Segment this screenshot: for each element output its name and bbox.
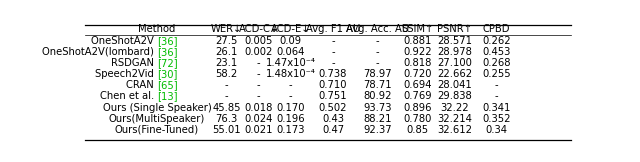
Text: 32.214: 32.214 xyxy=(437,114,472,124)
Text: 0.34: 0.34 xyxy=(486,125,508,135)
Text: -: - xyxy=(331,36,335,46)
Text: -: - xyxy=(331,58,335,68)
Text: RSDGAN: RSDGAN xyxy=(111,58,157,68)
Text: 55.01: 55.01 xyxy=(212,125,241,135)
Text: 28.041: 28.041 xyxy=(437,80,472,90)
Text: Ours(Fine-Tuned): Ours(Fine-Tuned) xyxy=(115,125,199,135)
Text: 0.255: 0.255 xyxy=(483,69,511,79)
Text: 0.262: 0.262 xyxy=(483,36,511,46)
Text: 32.612: 32.612 xyxy=(437,125,472,135)
Text: -: - xyxy=(257,80,260,90)
Text: 80.92: 80.92 xyxy=(364,92,392,101)
Text: 0.268: 0.268 xyxy=(483,58,511,68)
Text: -: - xyxy=(376,47,380,57)
Text: PSNR↑: PSNR↑ xyxy=(437,24,472,35)
Text: 28.571: 28.571 xyxy=(437,36,472,46)
Text: Chen et al.: Chen et al. xyxy=(99,92,157,101)
Text: 0.170: 0.170 xyxy=(276,103,305,113)
Text: -: - xyxy=(257,69,260,79)
Text: -: - xyxy=(495,92,499,101)
Text: 0.021: 0.021 xyxy=(244,125,273,135)
Text: 0.720: 0.720 xyxy=(403,69,431,79)
Text: 0.818: 0.818 xyxy=(403,58,431,68)
Text: [36]: [36] xyxy=(157,47,177,57)
Text: ACD-C↓: ACD-C↓ xyxy=(239,24,278,35)
Text: 76.3: 76.3 xyxy=(215,114,237,124)
Text: OneShotA2V: OneShotA2V xyxy=(91,36,157,46)
Text: SSIM↑: SSIM↑ xyxy=(401,24,433,35)
Text: CPBD: CPBD xyxy=(483,24,510,35)
Text: 0.922: 0.922 xyxy=(403,47,431,57)
Text: 0.738: 0.738 xyxy=(319,69,347,79)
Text: 22.662: 22.662 xyxy=(437,69,472,79)
Text: 29.838: 29.838 xyxy=(437,92,472,101)
Text: 28.978: 28.978 xyxy=(437,47,472,57)
Text: 0.341: 0.341 xyxy=(483,103,511,113)
Text: Ours(MultiSpeaker): Ours(MultiSpeaker) xyxy=(109,114,205,124)
Text: 0.47: 0.47 xyxy=(322,125,344,135)
Text: Method: Method xyxy=(138,24,175,35)
Text: -: - xyxy=(331,47,335,57)
Text: -: - xyxy=(257,58,260,68)
Text: 27.100: 27.100 xyxy=(437,58,472,68)
Text: 93.73: 93.73 xyxy=(364,103,392,113)
Text: 1.47x10⁻⁴: 1.47x10⁻⁴ xyxy=(266,58,316,68)
Text: 88.21: 88.21 xyxy=(364,114,392,124)
Text: Avg. Acc. AU: Avg. Acc. AU xyxy=(346,24,409,35)
Text: WER↓: WER↓ xyxy=(211,24,242,35)
Text: 0.352: 0.352 xyxy=(483,114,511,124)
Text: [36]: [36] xyxy=(157,36,177,46)
Text: -: - xyxy=(376,36,380,46)
Text: [65]: [65] xyxy=(157,80,177,90)
Text: [30]: [30] xyxy=(157,69,177,79)
Text: -: - xyxy=(376,58,380,68)
Text: -: - xyxy=(289,92,292,101)
Text: 0.694: 0.694 xyxy=(403,80,431,90)
Text: 0.769: 0.769 xyxy=(403,92,431,101)
Text: 0.43: 0.43 xyxy=(322,114,344,124)
Text: [72]: [72] xyxy=(157,58,177,68)
Text: 0.881: 0.881 xyxy=(403,36,431,46)
Text: -: - xyxy=(225,92,228,101)
Text: 0.85: 0.85 xyxy=(406,125,428,135)
Text: 0.196: 0.196 xyxy=(276,114,305,124)
Text: Speech2Vid: Speech2Vid xyxy=(95,69,157,79)
Text: 0.710: 0.710 xyxy=(319,80,348,90)
Text: 45.85: 45.85 xyxy=(212,103,241,113)
Text: 0.024: 0.024 xyxy=(244,114,273,124)
Text: -: - xyxy=(257,92,260,101)
Text: 0.018: 0.018 xyxy=(244,103,273,113)
Text: 0.751: 0.751 xyxy=(319,92,348,101)
Text: 0.173: 0.173 xyxy=(276,125,305,135)
Text: 27.5: 27.5 xyxy=(215,36,237,46)
Text: -: - xyxy=(225,80,228,90)
Text: ACD-E↓: ACD-E↓ xyxy=(271,24,310,35)
Text: 0.502: 0.502 xyxy=(319,103,348,113)
Text: 78.97: 78.97 xyxy=(364,69,392,79)
Text: 1.48x10⁻⁴: 1.48x10⁻⁴ xyxy=(266,69,316,79)
Text: 0.005: 0.005 xyxy=(244,36,273,46)
Text: CRAN: CRAN xyxy=(126,80,157,90)
Text: 58.2: 58.2 xyxy=(215,69,237,79)
Text: [13]: [13] xyxy=(157,92,177,101)
Text: 0.002: 0.002 xyxy=(244,47,273,57)
Text: 32.22: 32.22 xyxy=(440,103,468,113)
Text: 26.1: 26.1 xyxy=(215,47,237,57)
Text: -: - xyxy=(495,80,499,90)
Text: 0.064: 0.064 xyxy=(276,47,305,57)
Text: OneShotA2V(lombard): OneShotA2V(lombard) xyxy=(42,47,157,57)
Text: 0.453: 0.453 xyxy=(483,47,511,57)
Text: 0.896: 0.896 xyxy=(403,103,431,113)
Text: 92.37: 92.37 xyxy=(364,125,392,135)
Text: 23.1: 23.1 xyxy=(215,58,237,68)
Text: 0.09: 0.09 xyxy=(280,36,302,46)
Text: 0.780: 0.780 xyxy=(403,114,431,124)
Text: Avg. F1 AU: Avg. F1 AU xyxy=(306,24,360,35)
Text: Ours (Single Speaker): Ours (Single Speaker) xyxy=(102,103,211,113)
Text: 78.71: 78.71 xyxy=(364,80,392,90)
Text: -: - xyxy=(289,80,292,90)
